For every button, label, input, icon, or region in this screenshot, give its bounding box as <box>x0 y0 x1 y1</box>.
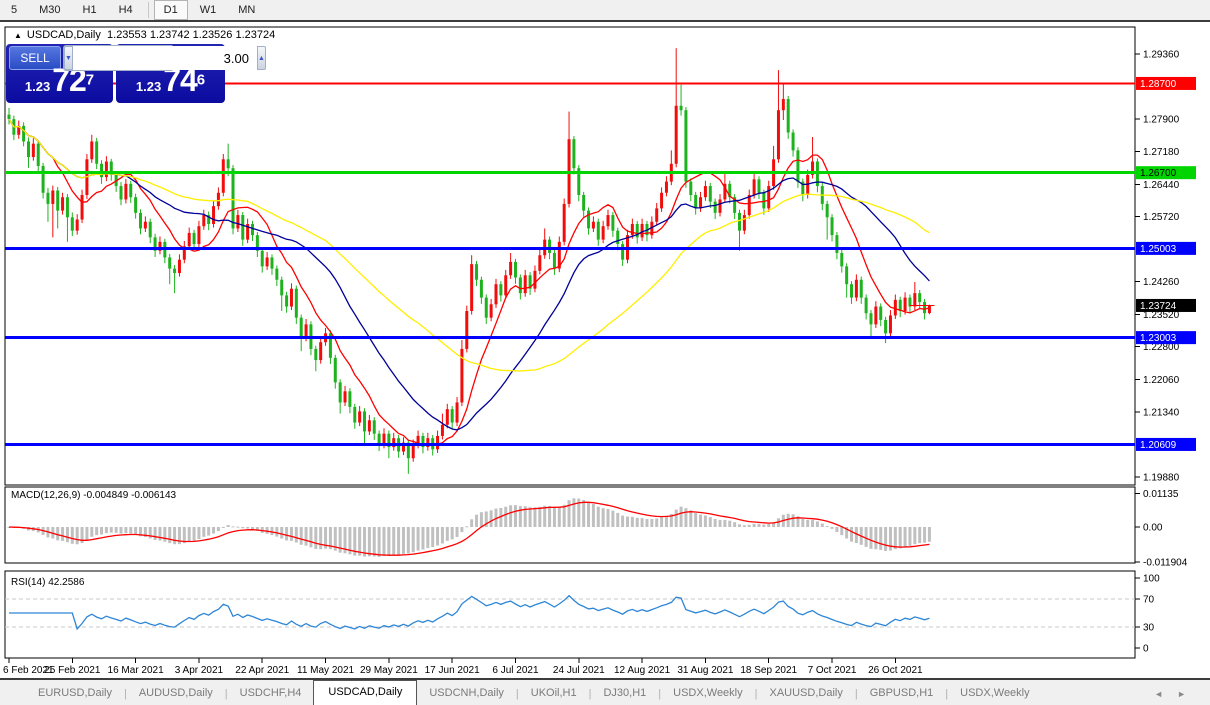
timeframe-m30[interactable]: M30 <box>39 4 61 16</box>
svg-text:24 Jul 2021: 24 Jul 2021 <box>553 665 605 676</box>
tab-eurusd-daily[interactable]: EURUSD,Daily <box>38 687 112 699</box>
volume-increase-button[interactable]: ▲ <box>256 46 266 70</box>
svg-text:0.00: 0.00 <box>1143 523 1163 534</box>
svg-text:1.22060: 1.22060 <box>1143 375 1180 386</box>
svg-text:0: 0 <box>1143 644 1149 655</box>
svg-text:6 Feb 2021: 6 Feb 2021 <box>3 665 54 676</box>
tab-separator: | <box>123 688 127 700</box>
one-click-trading-panel: SELL 1.23727 BUY 1.23746 ▼ ▲ <box>6 44 266 103</box>
volume-input[interactable] <box>72 46 257 70</box>
svg-text:1.26700: 1.26700 <box>1140 168 1177 179</box>
svg-text:1.29360: 1.29360 <box>1143 49 1180 60</box>
rsi-line <box>9 594 930 631</box>
price-axis: 1.29360 1.27900 1.27180 1.26440 1.25720 1.242… <box>1135 49 1196 483</box>
timeframe-5[interactable]: 5 <box>11 4 18 16</box>
svg-text:6 Jul 2021: 6 Jul 2021 <box>492 665 539 676</box>
timeframe-h4[interactable]: H4 <box>118 4 133 16</box>
ma-10-line <box>8 118 930 446</box>
sell-button[interactable]: SELL <box>9 46 61 70</box>
tab-usdcnh-daily[interactable]: USDCNH,Daily <box>429 687 504 699</box>
ma-50-line <box>8 118 930 372</box>
tab-separator: | <box>945 688 949 700</box>
svg-text:1.26440: 1.26440 <box>1143 180 1180 191</box>
tab-audusd-daily[interactable]: AUDUSD,Daily <box>138 687 213 699</box>
svg-text:0.01135: 0.01135 <box>1143 489 1179 500</box>
tab-usdx-weekly[interactable]: USDX,Weekly <box>960 687 1030 699</box>
svg-text:1.23520: 1.23520 <box>1143 310 1180 321</box>
rsi-axis: 100 70 30 0 <box>1135 574 1160 655</box>
svg-text:17 Jun 2021: 17 Jun 2021 <box>425 665 480 676</box>
svg-text:11 May 2021: 11 May 2021 <box>297 665 355 676</box>
tab-separator: | <box>588 688 592 700</box>
timeframe-h1[interactable]: H1 <box>82 4 97 16</box>
volume-decrease-button[interactable]: ▼ <box>64 46 73 70</box>
tab-usdchf-h4[interactable]: USDCHF,H4 <box>239 687 302 699</box>
svg-text:1.21340: 1.21340 <box>1143 407 1180 418</box>
timeframe-w1[interactable]: W1 <box>199 4 217 16</box>
buy-price-prefix: 1.23 <box>135 79 162 94</box>
macd-signal-line <box>8 501 930 556</box>
svg-text:-0.011904: -0.011904 <box>1143 558 1188 569</box>
timeframe-mn[interactable]: MN <box>238 4 256 16</box>
svg-text:1.23724: 1.23724 <box>1140 301 1177 312</box>
macd-axis: 0.01135 0.00 -0.011904 <box>1135 489 1188 569</box>
tab-xauusd-daily[interactable]: XAUUSD,Daily <box>769 687 843 699</box>
svg-text:31 Aug 2021: 31 Aug 2021 <box>677 665 734 676</box>
svg-text:1.27180: 1.27180 <box>1143 147 1180 158</box>
svg-text:1.19880: 1.19880 <box>1143 472 1180 483</box>
svg-text:16 Mar 2021: 16 Mar 2021 <box>108 665 165 676</box>
svg-text:1.23003: 1.23003 <box>1140 333 1177 344</box>
svg-text:22 Apr 2021: 22 Apr 2021 <box>235 665 289 676</box>
svg-text:1.24260: 1.24260 <box>1143 277 1180 288</box>
svg-text:18 Sep 2021: 18 Sep 2021 <box>740 665 797 676</box>
svg-text:1.20609: 1.20609 <box>1140 440 1177 451</box>
tab-scroll-arrows[interactable]: ◄► <box>1154 689 1200 699</box>
timeframe-d1[interactable]: D1 <box>153 0 188 20</box>
buy-price-pip: 6 <box>196 71 206 89</box>
rsi-indicator-label: RSI(14) 42.2586 <box>11 577 85 588</box>
tab-separator: | <box>224 688 228 700</box>
chart-ohlc-values: 1.23553 1.23742 1.23526 1.23724 <box>107 29 276 41</box>
tab-usdx-weekly[interactable]: USDX,Weekly <box>673 687 743 699</box>
svg-text:1.22800: 1.22800 <box>1143 342 1180 353</box>
chart-pane <box>4 26 1136 486</box>
svg-text:26 Oct 2021: 26 Oct 2021 <box>868 665 923 676</box>
svg-text:1.25003: 1.25003 <box>1140 244 1177 255</box>
tab-separator: | <box>854 688 858 700</box>
svg-text:30: 30 <box>1143 623 1155 634</box>
ma-25-line <box>8 118 930 431</box>
tab-separator: | <box>515 688 519 700</box>
svg-text:70: 70 <box>1143 595 1155 606</box>
tab-usdcad-daily[interactable]: USDCAD,Daily <box>313 680 418 705</box>
svg-text:7 Oct 2021: 7 Oct 2021 <box>808 665 857 676</box>
svg-text:25 Feb 2021: 25 Feb 2021 <box>44 665 101 676</box>
svg-text:3 Apr 2021: 3 Apr 2021 <box>175 665 224 676</box>
chart-title: ▲ USDCAD,Daily 1.23553 1.23742 1.23526 1.… <box>14 29 275 41</box>
svg-text:1.28700: 1.28700 <box>1140 79 1177 90</box>
collapse-panel-icon[interactable]: ▲ <box>14 31 22 40</box>
tab-dj30-h1[interactable]: DJ30,H1 <box>603 687 647 699</box>
timeframe-toolbar: 5 M30 H1 H4 D1 W1 MN <box>0 0 1210 22</box>
tab-separator: | <box>658 688 662 700</box>
volume-spinner: ▼ ▲ <box>63 45 266 71</box>
tab-ukoil-h1[interactable]: UKOil,H1 <box>530 687 577 699</box>
svg-text:1.27900: 1.27900 <box>1143 115 1180 126</box>
macd-indicator-label: MACD(12,26,9) -0.004849 -0.006143 <box>11 490 177 501</box>
svg-text:100: 100 <box>1143 574 1160 585</box>
sell-price-pip: 7 <box>85 71 95 89</box>
tab-gbpusd-h1[interactable]: GBPUSD,H1 <box>869 687 934 699</box>
toolbar-separator <box>147 2 149 18</box>
sell-price-prefix: 1.23 <box>24 79 51 94</box>
chart-tab-bar: EURUSD,Daily | AUDUSD,Daily | USDCHF,H4 USDCA… <box>0 678 1210 705</box>
chart-pane <box>4 570 1136 659</box>
tab-separator: | <box>754 688 758 700</box>
svg-text:29 May 2021: 29 May 2021 <box>360 665 418 676</box>
svg-text:1.25720: 1.25720 <box>1143 212 1180 223</box>
svg-text:12 Aug 2021: 12 Aug 2021 <box>614 665 671 676</box>
chart-symbol-label: USDCAD,Daily <box>26 29 101 41</box>
